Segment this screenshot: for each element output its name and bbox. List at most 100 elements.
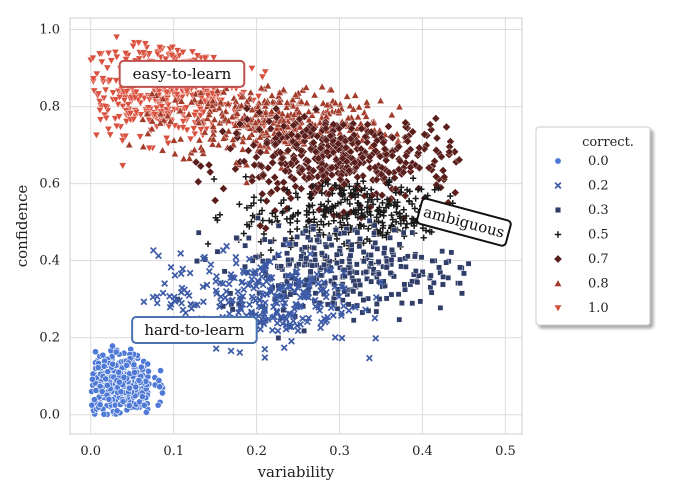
point-square: [275, 335, 282, 341]
point-diamond: [205, 167, 215, 177]
point-x: [288, 337, 295, 345]
point-plus: [358, 206, 365, 213]
point-diamond: [370, 163, 380, 172]
point-triangle-down: [170, 122, 179, 130]
point-square: [457, 264, 463, 271]
point-diamond: [279, 121, 289, 131]
point-triangle-down: [132, 108, 141, 117]
point-plus: [242, 173, 249, 180]
point-x: [251, 270, 259, 277]
point-plus: [307, 194, 315, 202]
point-triangle-down: [155, 44, 164, 52]
point-plus: [424, 192, 431, 199]
point-x: [377, 278, 385, 286]
point-circle: [115, 368, 123, 376]
point-triangle-down: [154, 88, 163, 96]
point-diamond: [264, 117, 274, 126]
point-plus: [400, 206, 407, 213]
point-x: [305, 281, 313, 288]
point-x: [235, 309, 242, 317]
point-triangle-up: [185, 154, 194, 162]
point-plus: [325, 198, 332, 205]
point-x: [317, 287, 325, 294]
point-triangle-down: [131, 94, 140, 102]
point-triangle-up: [245, 133, 254, 141]
point-x: [179, 265, 187, 273]
point-plus: [346, 183, 353, 190]
legend-title: correct.: [582, 135, 634, 150]
annotation-text: hard-to-learn: [144, 321, 244, 339]
point-triangle-up: [304, 107, 313, 115]
point-square: [303, 255, 310, 262]
point-x: [323, 288, 330, 296]
point-x: [186, 269, 194, 277]
point-plus: [435, 184, 442, 192]
point-circle: [109, 342, 116, 350]
point-triangle-up: [200, 128, 209, 136]
point-plus: [328, 203, 336, 210]
point-diamond: [271, 104, 281, 113]
point-square: [419, 269, 426, 275]
point-triangle-up: [196, 88, 205, 96]
point-square: [381, 245, 388, 251]
point-diamond: [440, 172, 449, 182]
point-triangle-down: [179, 118, 188, 126]
point-diamond: [249, 140, 258, 150]
point-triangle-up: [176, 106, 185, 114]
point-triangle-up: [362, 98, 371, 106]
point-plus: [397, 220, 405, 227]
point-plus: [412, 195, 419, 202]
point-circle: [125, 402, 133, 410]
point-diamond: [442, 122, 451, 132]
point-diamond: [247, 176, 257, 186]
point-triangle-down: [162, 89, 171, 97]
point-plus: [385, 201, 392, 208]
point-square: [285, 257, 292, 263]
point-diamond: [353, 138, 363, 147]
point-plus: [390, 202, 398, 209]
point-plus: [322, 178, 329, 186]
point-plus: [406, 188, 413, 195]
point-triangle-up: [199, 149, 208, 157]
point-x: [213, 290, 221, 298]
point-square: [429, 258, 436, 264]
point-plus: [306, 190, 313, 198]
point-plus: [285, 205, 293, 212]
point-triangle-up: [343, 92, 352, 100]
point-circle: [99, 351, 107, 359]
point-x: [240, 286, 248, 294]
point-triangle-up: [224, 99, 233, 107]
point-plus: [375, 218, 382, 225]
point-x: [177, 250, 185, 257]
point-x: [340, 269, 348, 277]
point-square: [445, 274, 452, 281]
point-x: [260, 320, 268, 328]
point-plus: [280, 196, 287, 204]
point-plus: [364, 190, 371, 197]
point-square: [427, 272, 434, 279]
point-x: [317, 324, 324, 332]
point-x: [279, 283, 287, 291]
point-diamond: [347, 124, 356, 133]
point-diamond: [350, 158, 359, 167]
point-diamond: [415, 143, 424, 153]
point-triangle-up: [376, 96, 385, 104]
point-plus: [365, 225, 372, 232]
point-x: [167, 263, 175, 271]
point-x: [305, 294, 313, 301]
point-diamond: [256, 147, 265, 157]
point-square: [298, 253, 305, 260]
point-square: [345, 301, 352, 308]
point-plus: [325, 220, 332, 227]
point-triangle-down: [95, 50, 104, 58]
point-plus: [411, 205, 418, 212]
point-triangle-down: [203, 92, 212, 100]
point-x: [177, 270, 185, 278]
point-plus: [360, 223, 367, 230]
point-triangle-up: [208, 140, 217, 148]
point-square: [375, 258, 382, 265]
point-x: [318, 318, 325, 326]
y-axis-ticks: 0.0 0.2 0.4 0.6 0.8 1.0: [39, 23, 60, 423]
point-square: [389, 247, 395, 253]
point-diamond: [401, 151, 411, 161]
